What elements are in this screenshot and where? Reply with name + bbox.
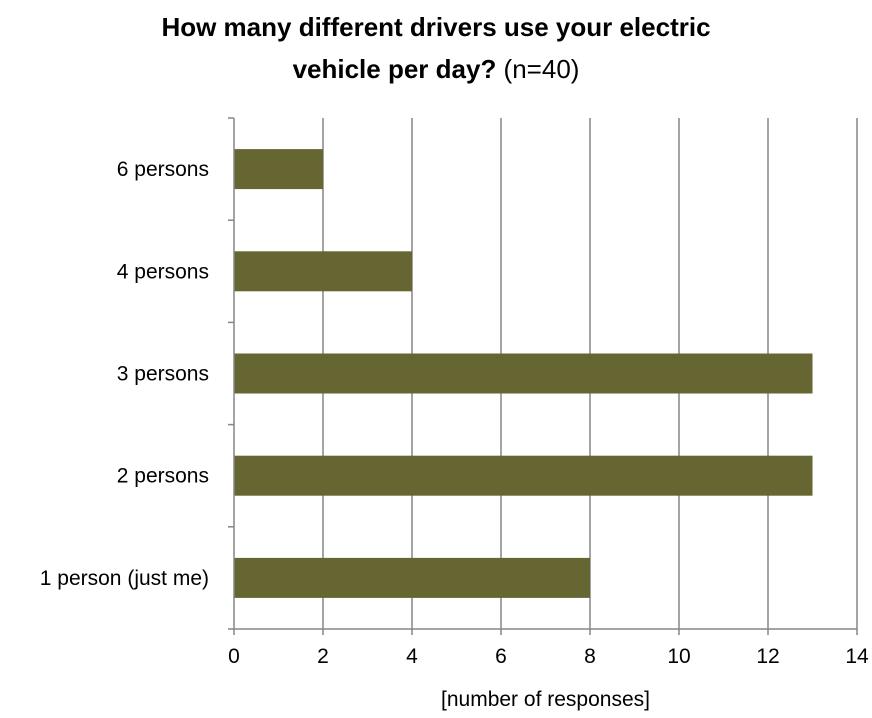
x-tick-label: 6 (495, 645, 507, 668)
x-tick-label: 4 (406, 645, 418, 668)
chart-title-line1: How many different drivers use your elec… (161, 12, 711, 42)
bars (234, 149, 813, 598)
x-tick-label: 12 (756, 645, 779, 668)
bar (234, 251, 412, 292)
x-tick-label: 14 (845, 645, 869, 668)
axes (228, 117, 857, 635)
category-label: 2 persons (117, 465, 209, 488)
category-label: 1 person (just me) (40, 567, 209, 590)
bar (234, 455, 813, 496)
category-label: 6 persons (117, 158, 209, 181)
x-tick-labels: 0 2 4 6 8 10 12 14 (228, 645, 869, 668)
x-axis-title: [number of responses] (441, 688, 650, 711)
x-tick-label: 8 (584, 645, 596, 668)
bar (234, 353, 813, 394)
chart-title-line2: vehicle per day? (n=40) (0, 50, 872, 88)
x-tick-label: 0 (228, 645, 240, 668)
category-label: 3 persons (117, 363, 209, 386)
bar (234, 557, 590, 598)
bar (234, 149, 323, 190)
category-label: 4 persons (117, 260, 209, 283)
category-labels: 1 person (just me) 2 persons 3 persons 4 pe… (40, 158, 209, 590)
x-tick-label: 10 (667, 645, 690, 668)
x-tick-label: 2 (317, 645, 329, 668)
chart-title-sample-size: (n=40) (496, 54, 580, 84)
chart-title-bold-part: vehicle per day? (292, 54, 497, 84)
